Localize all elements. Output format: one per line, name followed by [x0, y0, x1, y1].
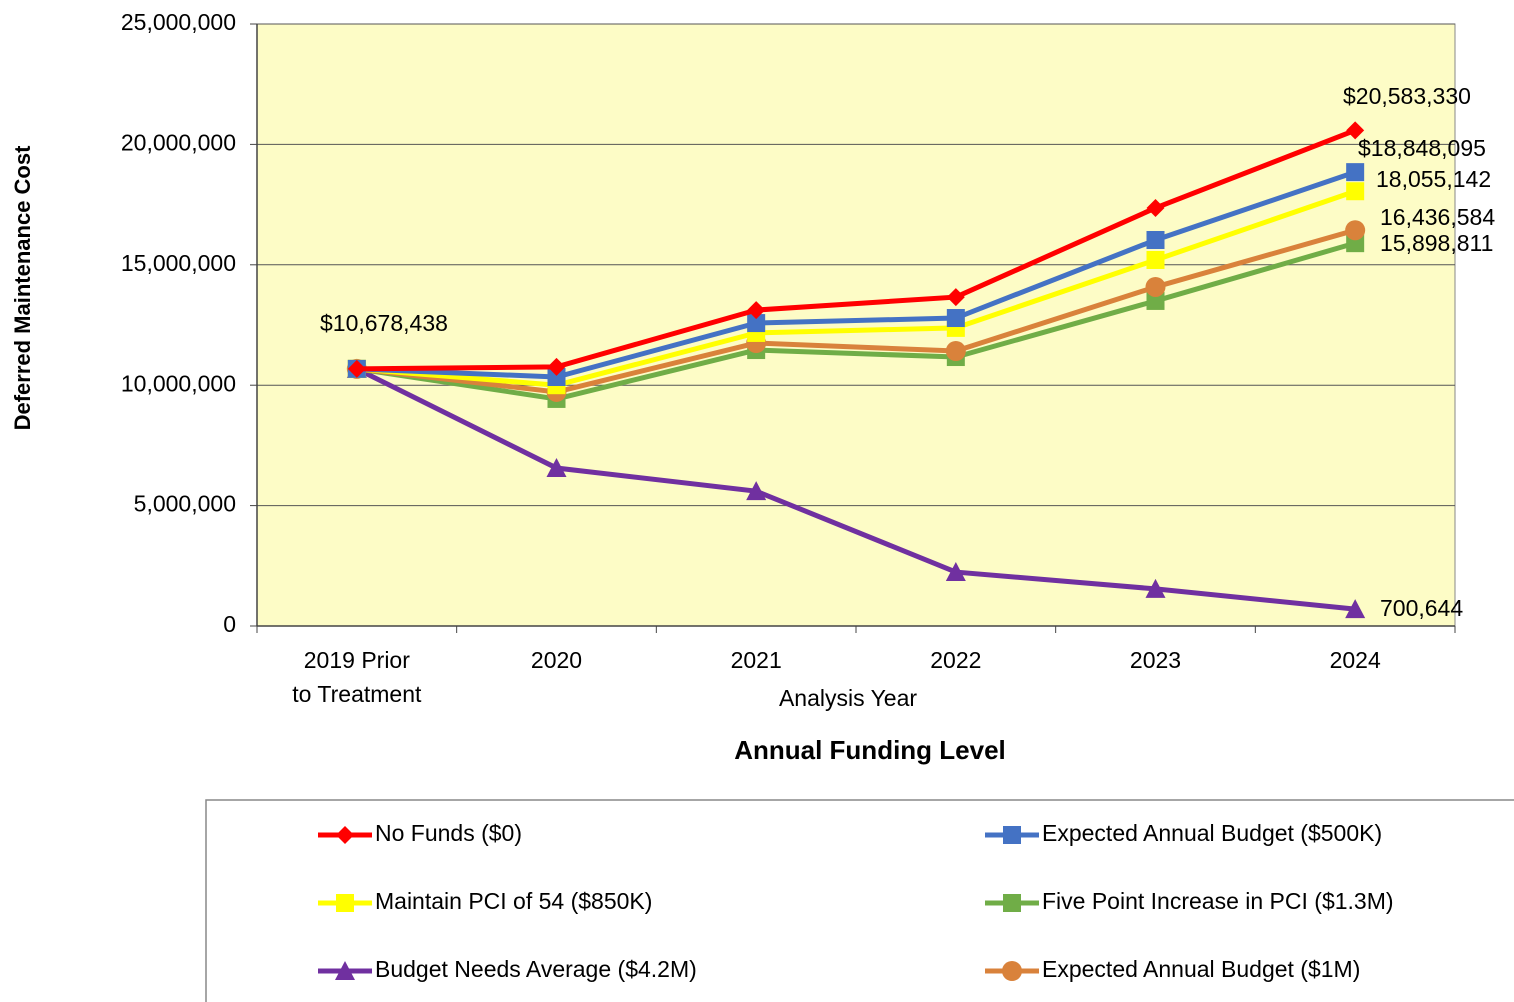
marker [1346, 121, 1365, 140]
marker [747, 314, 766, 333]
data-label: 15,898,811 [1380, 230, 1493, 256]
marker [1345, 220, 1366, 241]
x-tick-label: 2019 Prior to Treatment [292, 647, 422, 707]
y-tick-label: 15,000,000 [121, 250, 236, 276]
marker [335, 961, 355, 980]
series-line [356, 169, 1356, 380]
legend-label: Maintain PCI of 54 ($850K) [375, 888, 652, 914]
x-tick-label: 2021 [731, 647, 782, 673]
series-line [356, 188, 1356, 388]
marker [547, 368, 566, 387]
marker [1003, 826, 1021, 844]
marker [1346, 163, 1365, 182]
marker [547, 357, 566, 376]
series-line [356, 240, 1356, 402]
legend-label: No Funds ($0) [375, 820, 522, 846]
x-tick-label: 2020 [531, 647, 582, 673]
marker [1146, 291, 1165, 310]
plot-area [256, 23, 1456, 627]
legend-label: Expected Annual Budget ($1M) [1042, 956, 1360, 982]
marker [1346, 182, 1365, 201]
data-label: $10,678,438 [320, 310, 448, 336]
legend-label: Expected Annual Budget ($500K) [1042, 820, 1382, 846]
marker [945, 562, 966, 582]
series-line [356, 227, 1356, 395]
marker [336, 826, 354, 844]
data-label: 16,436,584 [1380, 204, 1495, 230]
marker [1146, 230, 1165, 249]
legend-box [205, 799, 1514, 1002]
x-axis-title: Analysis Year [779, 685, 917, 711]
marker [746, 481, 767, 501]
y-tick-label: 20,000,000 [121, 129, 236, 155]
series-line [356, 128, 1357, 372]
y-axis-title: Deferred Maintenance Cost [10, 145, 35, 431]
data-label: $20,583,330 [1343, 83, 1471, 109]
x-tick-label: 2023 [1130, 647, 1181, 673]
marker [747, 301, 766, 320]
data-label: $18,848,095 [1358, 135, 1486, 161]
marker [1146, 198, 1165, 217]
marker [347, 359, 366, 378]
marker [1145, 578, 1166, 598]
marker [946, 288, 965, 307]
marker [1003, 894, 1021, 912]
marker [946, 309, 965, 328]
marker [1145, 276, 1166, 297]
y-tick-label: 5,000,000 [134, 491, 236, 517]
x-tick-label: 2024 [1330, 647, 1381, 673]
y-tick-label: 25,000,000 [121, 9, 236, 35]
marker [1146, 250, 1165, 269]
legend-label: Five Point Increase in PCI ($1.3M) [1042, 888, 1394, 914]
marker [546, 458, 567, 478]
y-tick-label: 10,000,000 [121, 370, 236, 396]
marker [945, 341, 966, 362]
data-label: 18,055,142 [1376, 166, 1491, 192]
legend-label: Budget Needs Average ($4.2M) [375, 956, 697, 982]
y-tick-label: 0 [223, 611, 236, 637]
series-line [355, 366, 1356, 612]
marker [336, 894, 354, 912]
x-tick-label: 2022 [930, 647, 981, 673]
chart-subtitle: Annual Funding Level [734, 735, 1006, 765]
marker [1002, 961, 1022, 981]
data-label: 700,644 [1380, 595, 1463, 621]
marker [1345, 599, 1366, 619]
